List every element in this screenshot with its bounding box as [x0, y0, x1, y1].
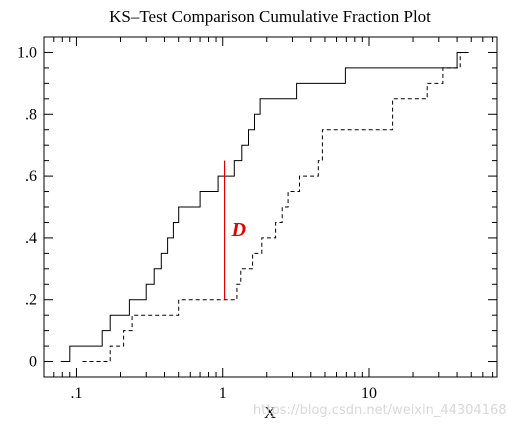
y-tick-label: .2 [25, 292, 37, 309]
chart-title: KS–Test Comparison Cumulative Fraction P… [109, 7, 431, 26]
y-tick-label: .6 [25, 168, 37, 185]
axis-ticks [43, 37, 497, 377]
y-tick-label: 1.0 [17, 44, 37, 61]
d-statistic-label: D [231, 219, 246, 241]
x-axis-label: X [264, 403, 276, 422]
x-tick-label: 10 [361, 385, 377, 402]
x-tick-label: 1 [219, 385, 227, 402]
y-tick-label: .8 [25, 106, 37, 123]
watermark: https://blog.csdn.net/weixin_44304168 [253, 403, 507, 418]
y-tick-labels: 0 .2 .4 .6 .8 1.0 [17, 44, 37, 370]
y-tick-label: .4 [25, 230, 37, 247]
cdf-series [60, 52, 469, 362]
plot-frame [43, 36, 498, 378]
ks-statistic-annotation: D [224, 160, 246, 300]
x-tick-label: .1 [70, 385, 82, 402]
x-tick-labels: .1 1 10 [70, 385, 377, 402]
dashed-cdf-line [82, 52, 461, 362]
solid-cdf-line [60, 52, 469, 362]
y-tick-label: 0 [29, 354, 37, 371]
